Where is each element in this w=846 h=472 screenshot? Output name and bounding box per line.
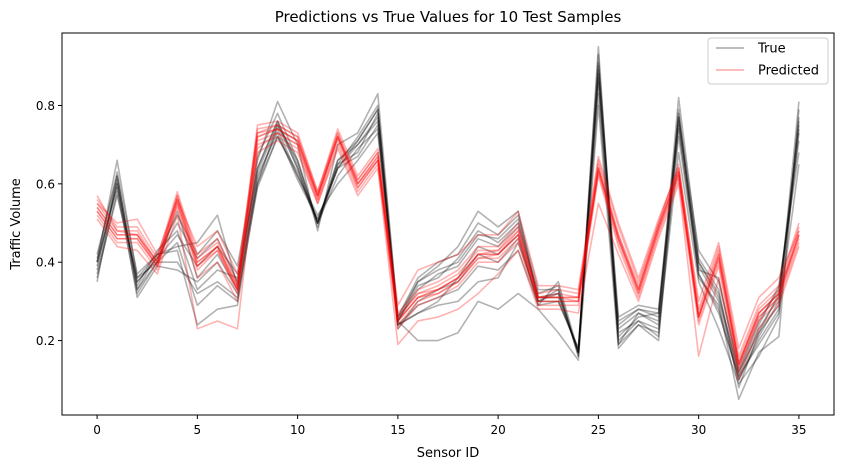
predicted-series-line [96, 128, 800, 365]
x-tick-label: 5 [194, 423, 202, 437]
true-series-line [96, 61, 800, 369]
legend: True Predicted [707, 37, 829, 85]
predicted-series-line [96, 124, 800, 350]
predicted-series-line [96, 132, 800, 365]
y-tick-label: 0.2 [36, 334, 55, 348]
x-axis-label: Sensor ID [417, 446, 480, 461]
y-axis-ticks: 0.2 0.4 0.6 0.8 [36, 99, 62, 348]
chart-title: Predictions vs True Values for 10 Test S… [275, 8, 622, 26]
predicted-series-line [96, 139, 800, 381]
predicted-series-line [96, 128, 800, 365]
legend-true-label: True [757, 42, 786, 57]
x-tick-label: 10 [290, 423, 305, 437]
x-tick-label: 35 [791, 423, 806, 437]
true-series-line [96, 53, 800, 401]
true-series-line [96, 81, 800, 377]
predicted-series-group [96, 120, 800, 381]
x-tick-label: 30 [691, 423, 706, 437]
true-series-line [96, 73, 800, 377]
true-series-line [96, 92, 800, 373]
y-tick-label: 0.4 [36, 256, 55, 270]
y-tick-label: 0.8 [36, 99, 55, 113]
true-series-line [96, 77, 800, 381]
predicted-series-line [96, 136, 800, 373]
x-axis-ticks: 0 5 10 15 20 25 30 35 [93, 415, 807, 437]
y-tick-label: 0.6 [36, 177, 55, 191]
true-series-line [96, 104, 800, 385]
predicted-series-line [96, 120, 800, 358]
x-tick-label: 25 [591, 423, 606, 437]
axes-frame [61, 32, 835, 416]
true-series-line [96, 69, 800, 373]
true-series-group [96, 45, 800, 401]
predicted-series-line [96, 128, 800, 365]
x-tick-label: 15 [390, 423, 405, 437]
true-series-line [96, 45, 800, 389]
plot-area [96, 45, 800, 401]
x-tick-label: 20 [490, 423, 505, 437]
y-axis-label: Traffic Volume [9, 178, 24, 271]
true-series-line [96, 65, 800, 381]
x-tick-label: 0 [93, 423, 101, 437]
predicted-series-line [96, 124, 800, 361]
legend-box [707, 37, 829, 85]
predicted-series-line [96, 132, 800, 369]
legend-predicted-label: Predicted [758, 64, 819, 79]
